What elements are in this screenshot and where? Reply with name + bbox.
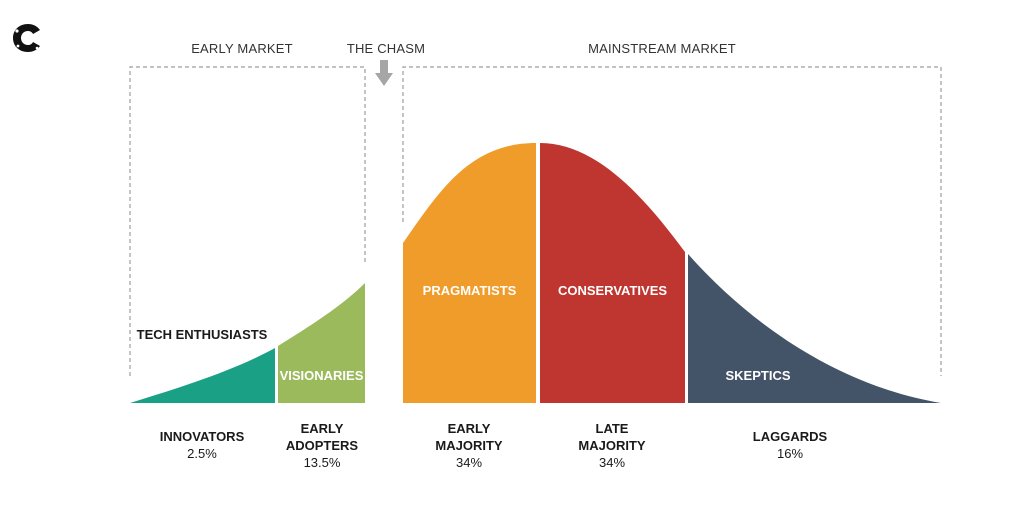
category-percent: 16% (776, 446, 804, 461)
innovators-caption: INNOVATORS 2.5% (142, 428, 262, 462)
segment-late-majority (540, 143, 685, 403)
category-name: ADOPTERS (285, 438, 359, 453)
laggards-caption: LAGGARDS 16% (730, 428, 850, 462)
category-percent: 34% (455, 455, 483, 470)
down-arrow-icon (375, 60, 393, 86)
segment-early-majority (403, 143, 536, 403)
early-market-label: EARLY MARKET (191, 41, 293, 56)
tech-enthusiasts-label: TECH ENTHUSIASTS (136, 327, 268, 342)
skeptics-label: SKEPTICS (725, 368, 791, 383)
mainstream-market-bracket (402, 66, 942, 376)
category-percent: 13.5% (303, 455, 341, 470)
chasm-label: THE CHASM (346, 41, 426, 56)
c-logo-icon (13, 24, 40, 52)
early-majority-caption: EARLY MAJORITY 34% (409, 420, 529, 471)
early-adopters-caption: EARLY ADOPTERS 13.5% (262, 420, 382, 471)
category-name: MAJORITY (578, 438, 646, 453)
visionaries-label: VISIONARIES (279, 368, 364, 383)
category-name: MAJORITY (435, 438, 503, 453)
segment-early-adopters (278, 283, 365, 403)
category-name: LAGGARDS (752, 429, 828, 444)
segment-laggards (688, 254, 941, 403)
late-majority-caption: LATE MAJORITY 34% (552, 420, 672, 471)
category-percent: 34% (598, 455, 626, 470)
pragmatists-label: PRAGMATISTS (422, 283, 517, 298)
early-market-bracket (129, 66, 366, 376)
conservatives-label: CONSERVATIVES (557, 283, 668, 298)
category-name: EARLY (447, 421, 491, 436)
mainstream-market-label: MAINSTREAM MARKET (588, 41, 736, 56)
category-name: INNOVATORS (159, 429, 245, 444)
segment-innovators (130, 348, 275, 403)
category-percent: 2.5% (187, 446, 217, 461)
category-name: LATE (595, 421, 629, 436)
category-name: EARLY (300, 421, 344, 436)
